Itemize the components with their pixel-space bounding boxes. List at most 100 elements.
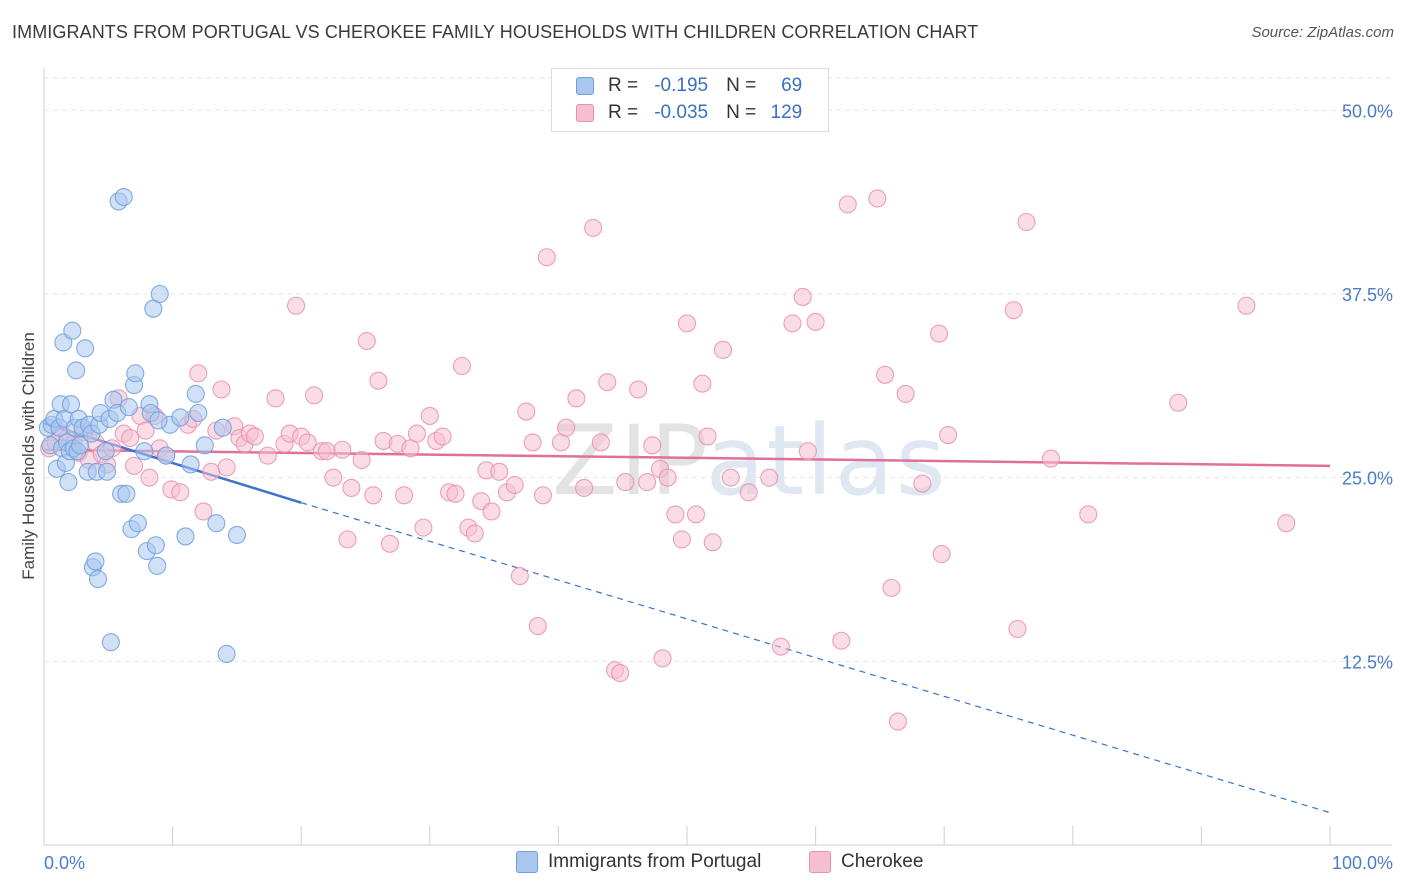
point-portugal (135, 442, 154, 461)
series-legend-portugal[interactable]: Immigrants from Portugal (516, 851, 761, 873)
point-cherokee (629, 380, 648, 399)
point-cherokee (482, 502, 501, 521)
point-portugal (76, 339, 95, 358)
point-cherokee (258, 446, 277, 465)
legend-r-label: R = (608, 75, 639, 96)
point-cherokee (930, 324, 949, 343)
legend-r-value-portugal: -0.195 (654, 75, 709, 96)
point-cherokee (1017, 212, 1036, 232)
point-cherokee (703, 533, 722, 552)
point-cherokee (1277, 514, 1296, 533)
point-portugal (213, 418, 232, 437)
point-cherokee (124, 456, 144, 475)
point-cherokee (666, 505, 685, 524)
point-cherokee (771, 637, 790, 656)
point-portugal (97, 462, 117, 481)
trend-lines (43, 422, 1331, 814)
point-cherokee (395, 486, 414, 505)
point-cherokee (217, 458, 236, 477)
chart-title: IMMIGRANTS FROM PORTUGAL VS CHEROKEE FAM… (12, 22, 979, 42)
point-portugal (157, 446, 176, 465)
point-cherokee (698, 427, 717, 446)
point-cherokee (868, 189, 887, 208)
point-cherokee (433, 427, 452, 446)
series-swatch-portugal (516, 851, 538, 873)
point-portugal (119, 398, 138, 417)
point-cherokee (136, 421, 155, 440)
series-swatch-cherokee (809, 851, 831, 873)
point-cherokee (338, 530, 357, 549)
point-portugal (217, 644, 236, 664)
point-cherokee (1079, 505, 1098, 524)
point-cherokee (584, 218, 603, 237)
point-cherokee (533, 486, 553, 505)
legend-r-value-cherokee: -0.035 (654, 102, 709, 123)
source-credit: Source: ZipAtlas.com (1251, 24, 1394, 41)
data-points (38, 187, 1296, 731)
y-tick-label: 37.5% (1342, 285, 1393, 305)
point-cherokee (932, 545, 951, 564)
point-cherokee (686, 505, 706, 524)
x-tick-label-min: 0.0% (44, 853, 85, 873)
point-cherokee (653, 649, 672, 668)
point-cherokee (517, 402, 536, 421)
point-cherokee (407, 424, 426, 443)
series-legend-cherokee[interactable]: Cherokee (809, 851, 923, 873)
point-cherokee (598, 373, 617, 392)
point-cherokee (793, 287, 812, 306)
point-cherokee (1008, 619, 1027, 639)
point-portugal (88, 569, 108, 589)
axes: 12.5% 25.0% 37.5% 50.0% 0.0% 100.0% (43, 68, 1393, 873)
x-tick-label-max: 100.0% (1332, 853, 1393, 873)
point-cherokee (287, 296, 306, 315)
point-portugal (181, 455, 200, 474)
point-cherokee (342, 478, 361, 497)
point-cherokee (305, 386, 324, 405)
point-portugal (70, 436, 90, 455)
point-cherokee (324, 468, 343, 487)
point-cherokee (414, 518, 433, 537)
point-cherokee (333, 440, 352, 459)
point-cherokee (537, 248, 556, 267)
y-tick-label: 12.5% (1342, 652, 1393, 672)
point-cherokee (364, 486, 383, 505)
point-cherokee (913, 474, 932, 493)
point-portugal (114, 187, 133, 207)
point-cherokee (510, 567, 529, 586)
point-portugal (96, 442, 115, 461)
point-cherokee (452, 356, 472, 376)
point-portugal (150, 284, 169, 304)
point-portugal (148, 556, 167, 575)
legend-swatch-cherokee (576, 104, 594, 122)
grid-lines (44, 77, 1392, 662)
point-cherokee (713, 340, 733, 359)
point-cherokee (939, 426, 958, 445)
point-cherokee (838, 195, 857, 214)
point-cherokee (832, 631, 851, 650)
point-cherokee (189, 364, 208, 383)
point-cherokee (658, 468, 677, 487)
point-cherokee (557, 418, 576, 437)
watermark-zip: ZIP (552, 405, 706, 517)
point-cherokee (693, 374, 712, 393)
point-cherokee (672, 530, 691, 549)
trend-line-portugal-projection (301, 502, 1331, 814)
legend-r-label: R = (608, 102, 639, 123)
point-portugal (101, 633, 120, 652)
point-portugal (59, 473, 78, 492)
y-tick-label: 50.0% (1342, 101, 1393, 121)
legend-n-label: N = (726, 75, 757, 96)
point-cherokee (611, 664, 630, 683)
correlation-legend: R = -0.195 N = 69 R = -0.035 N = 129 (551, 68, 829, 132)
point-cherokee (465, 524, 484, 543)
point-cherokee (352, 450, 371, 470)
point-portugal (207, 514, 226, 533)
point-cherokee (420, 406, 439, 426)
point-cherokee (677, 314, 697, 333)
point-cherokee (1237, 296, 1256, 315)
point-cherokee (446, 484, 465, 503)
point-cherokee (638, 473, 657, 492)
legend-row-portugal: R = -0.195 N = 69 (576, 73, 802, 99)
point-portugal (189, 403, 208, 423)
